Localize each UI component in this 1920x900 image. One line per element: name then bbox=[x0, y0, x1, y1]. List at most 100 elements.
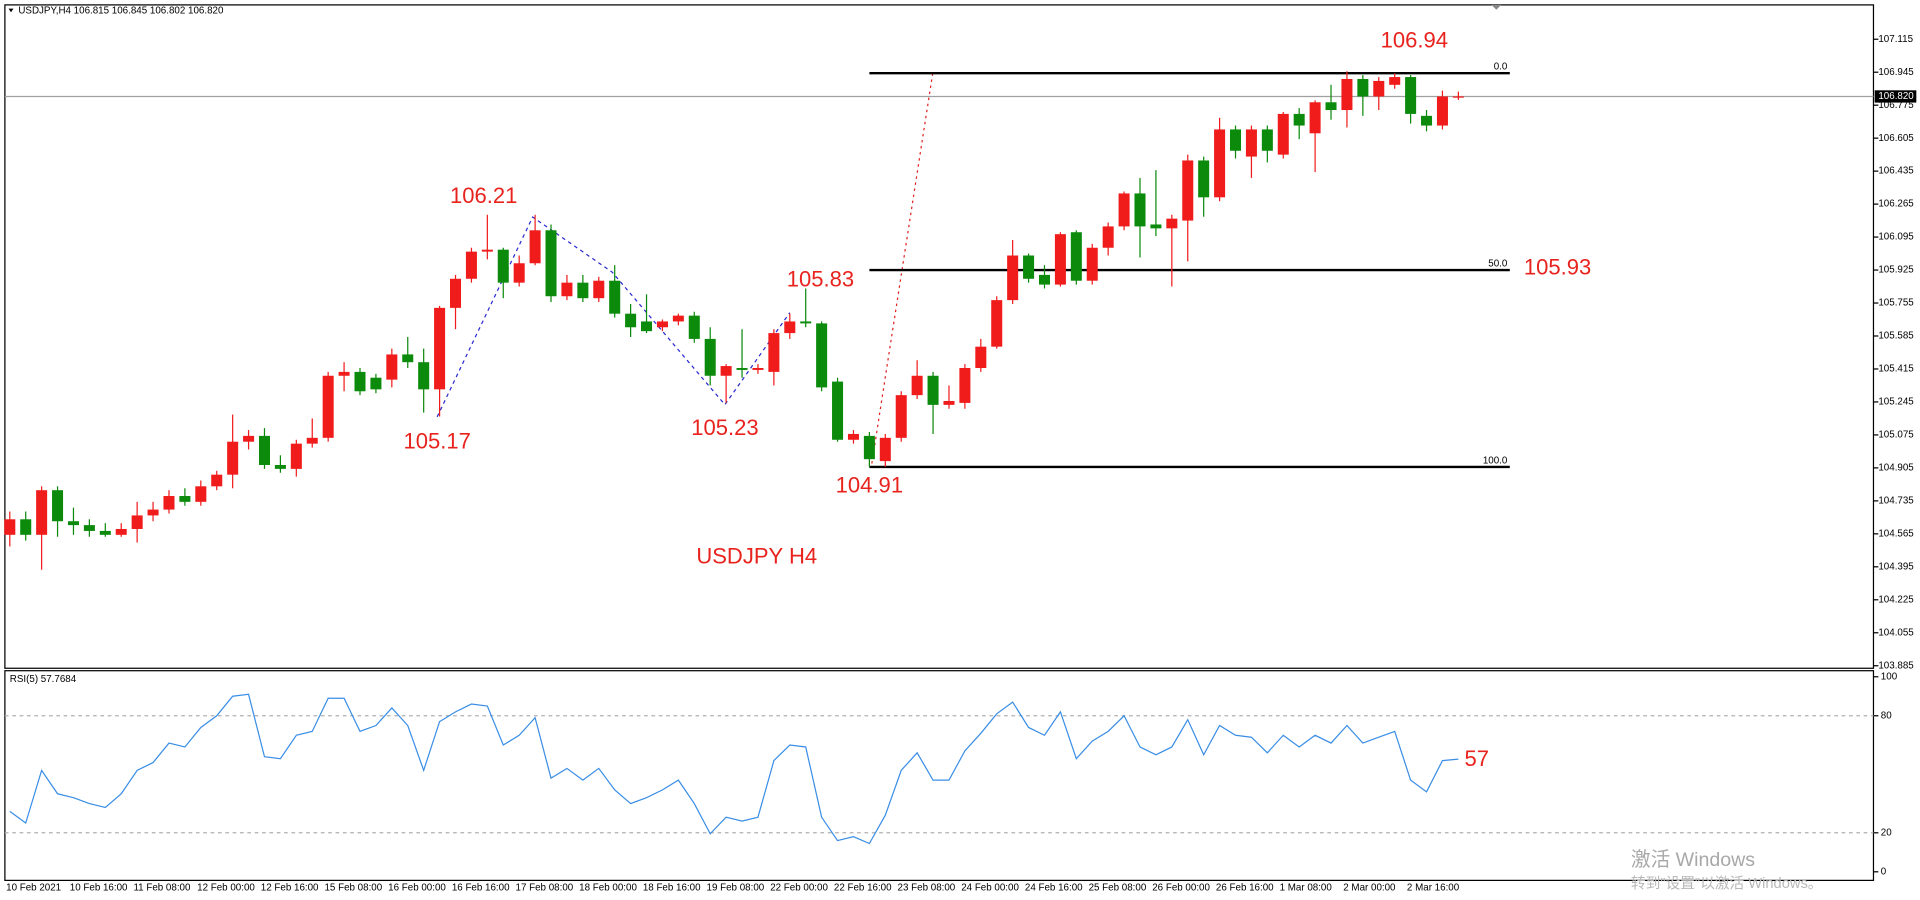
x-tick-label: 2 Mar 00:00 bbox=[1343, 882, 1396, 893]
zigzag-line bbox=[436, 216, 791, 418]
candle-body bbox=[1054, 234, 1066, 285]
y-tick-label: 105.925 bbox=[1878, 265, 1914, 276]
y-tick-label: 103.885 bbox=[1878, 660, 1914, 671]
candle-body bbox=[863, 435, 875, 460]
candle-body bbox=[163, 496, 175, 510]
candle-body bbox=[1293, 113, 1305, 126]
candle-body bbox=[450, 278, 462, 308]
candle-body bbox=[83, 525, 95, 531]
fibo-level-label: 0.0 bbox=[1494, 62, 1508, 73]
candle-body bbox=[147, 509, 159, 516]
candle-body bbox=[832, 381, 844, 440]
y-tick-label: 106.605 bbox=[1878, 133, 1914, 144]
fibo-level-label: 100.0 bbox=[1483, 455, 1508, 466]
candle-body bbox=[67, 521, 79, 526]
x-tick-label: 17 Feb 08:00 bbox=[516, 882, 574, 893]
x-tick-label: 22 Feb 16:00 bbox=[834, 882, 892, 893]
candle-body bbox=[1230, 129, 1242, 151]
candle-body bbox=[1214, 129, 1226, 198]
x-tick-label: 16 Feb 16:00 bbox=[452, 882, 510, 893]
x-tick-label: 18 Feb 16:00 bbox=[643, 882, 701, 893]
candle-body bbox=[306, 437, 318, 444]
candle-body bbox=[593, 280, 605, 299]
fibo-trend-line bbox=[871, 71, 934, 464]
candle-body bbox=[465, 251, 477, 279]
candle-body bbox=[879, 437, 891, 462]
candle-body bbox=[1245, 129, 1257, 157]
candle-body bbox=[1134, 193, 1146, 227]
candle-body bbox=[274, 464, 286, 469]
candle-body bbox=[497, 249, 509, 283]
candle-body bbox=[1166, 218, 1178, 229]
candle-body bbox=[959, 368, 971, 403]
candle-body bbox=[370, 377, 382, 390]
y-tick-label: 104.395 bbox=[1878, 561, 1914, 572]
candle-body bbox=[338, 371, 350, 376]
x-tick-label: 19 Feb 08:00 bbox=[707, 882, 765, 893]
x-tick-label: 10 Feb 16:00 bbox=[70, 882, 128, 893]
x-tick-label: 26 Feb 16:00 bbox=[1216, 882, 1274, 893]
candle-body bbox=[1341, 78, 1353, 111]
rsi-line bbox=[9, 693, 1459, 845]
candle-body bbox=[641, 321, 653, 332]
annotation: 105.23 bbox=[691, 415, 758, 440]
candle-body bbox=[943, 400, 955, 405]
candle-body bbox=[911, 375, 923, 396]
candle-body bbox=[736, 368, 748, 370]
y-tick-label: 100 bbox=[1881, 671, 1898, 682]
candle-body bbox=[975, 346, 987, 369]
y-tick-label: 105.755 bbox=[1878, 298, 1914, 309]
y-tick-label: 104.905 bbox=[1878, 462, 1914, 473]
candle-body bbox=[1038, 274, 1050, 285]
y-tick-label: 0 bbox=[1881, 866, 1887, 877]
candle-body bbox=[529, 230, 541, 264]
candle-body bbox=[52, 490, 64, 522]
candle-body bbox=[1023, 255, 1035, 279]
candle-body bbox=[625, 313, 637, 328]
candle-body bbox=[1102, 226, 1114, 248]
candle-body bbox=[1373, 80, 1385, 97]
candle-body bbox=[131, 515, 143, 529]
last-price-label: 106.820 bbox=[1878, 91, 1914, 102]
y-tick-label: 104.225 bbox=[1878, 594, 1914, 605]
candle-body bbox=[672, 315, 684, 322]
annotation: 105.83 bbox=[787, 267, 854, 292]
annotation: USDJPY H4 bbox=[696, 544, 817, 569]
x-tick-label: 12 Feb 00:00 bbox=[197, 882, 255, 893]
x-tick-label: 12 Feb 16:00 bbox=[261, 882, 319, 893]
x-tick-label: 2 Mar 16:00 bbox=[1407, 882, 1460, 893]
candle-body bbox=[386, 354, 398, 380]
candle-body bbox=[1007, 255, 1019, 301]
candle-body bbox=[656, 321, 668, 328]
x-tick-label: 24 Feb 00:00 bbox=[961, 882, 1019, 893]
x-tick-label: 26 Feb 00:00 bbox=[1152, 882, 1210, 893]
candle-body bbox=[577, 282, 589, 299]
x-tick-label: 16 Feb 00:00 bbox=[388, 882, 446, 893]
candle-body bbox=[1277, 113, 1289, 155]
candle-body bbox=[1325, 102, 1337, 111]
y-tick-label: 106.095 bbox=[1878, 232, 1914, 243]
header-arrow[interactable] bbox=[8, 8, 14, 13]
candle-body bbox=[609, 280, 621, 314]
shift-marker bbox=[1491, 4, 1502, 10]
candle-body bbox=[1182, 160, 1194, 221]
x-tick-label: 22 Feb 00:00 bbox=[770, 882, 828, 893]
candle-body bbox=[258, 435, 270, 465]
y-tick-label: 106.945 bbox=[1878, 67, 1914, 78]
candle-body bbox=[481, 249, 493, 252]
candle-body bbox=[195, 486, 207, 502]
y-tick-label: 107.115 bbox=[1878, 34, 1913, 45]
candle-body bbox=[1118, 193, 1130, 227]
x-tick-label: 15 Feb 08:00 bbox=[324, 882, 382, 893]
annotation: 57 bbox=[1464, 746, 1489, 771]
y-tick-label: 105.245 bbox=[1878, 397, 1914, 408]
candle-body bbox=[211, 474, 223, 487]
annotation: 106.94 bbox=[1381, 28, 1448, 53]
y-tick-label: 106.435 bbox=[1878, 166, 1914, 177]
candle-body bbox=[243, 435, 255, 442]
candle-body bbox=[99, 530, 111, 535]
candle-body bbox=[752, 368, 764, 370]
x-tick-label: 25 Feb 08:00 bbox=[1089, 882, 1147, 893]
